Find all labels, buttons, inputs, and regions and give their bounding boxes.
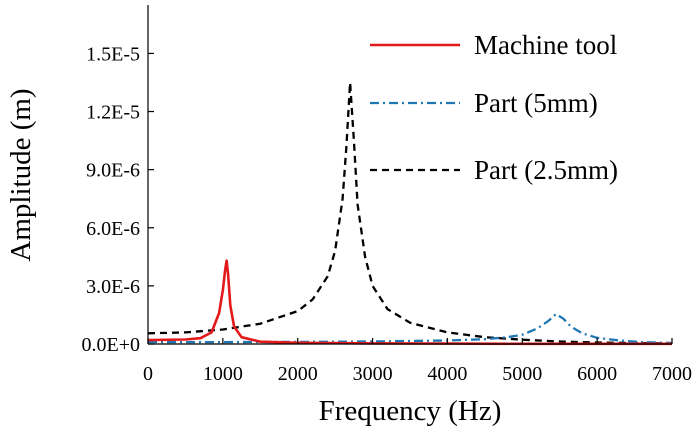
x-tick-label: 5000 (502, 363, 542, 385)
y-tick-label: 9.0E-6 (86, 160, 140, 182)
legend-label-1: Part (5mm) (474, 88, 598, 118)
legend: Machine tool Part (5mm) Part (2.5mm) (370, 30, 618, 185)
x-tick-label: 4000 (427, 363, 467, 385)
x-tick-label: 3000 (353, 363, 393, 385)
legend-label-0: Machine tool (474, 30, 617, 60)
y-tick-label: 6.0E-6 (86, 218, 140, 240)
x-axis-ticks: 0 1000 2000 3000 4000 5000 6000 7000 (143, 338, 692, 385)
x-tick-label: 2000 (278, 363, 318, 385)
series-line-2 (147, 81, 673, 345)
x-tick-label: 6000 (577, 363, 617, 385)
x-tick-label: 0 (143, 363, 153, 385)
series-line-1 (148, 312, 673, 345)
plot-area (148, 5, 672, 344)
y-tick-label: 0.0E+0 (82, 334, 141, 356)
y-tick-label: 1.5E-5 (86, 43, 140, 65)
y-tick-label: 1.2E-5 (86, 102, 140, 124)
y-axis-ticks: 0.0E+0 3.0E-6 6.0E-6 9.0E-6 1.2E-5 1.5E-5 (82, 43, 154, 356)
x-axis-title: Frequency (Hz) (319, 395, 502, 427)
legend-label-2: Part (2.5mm) (474, 155, 618, 185)
x-tick-label: 1000 (203, 363, 243, 385)
x-tick-label: 7000 (652, 363, 692, 385)
y-tick-label: 3.0E-6 (86, 276, 140, 298)
y-axis-title: Amplitude (m) (5, 88, 37, 261)
